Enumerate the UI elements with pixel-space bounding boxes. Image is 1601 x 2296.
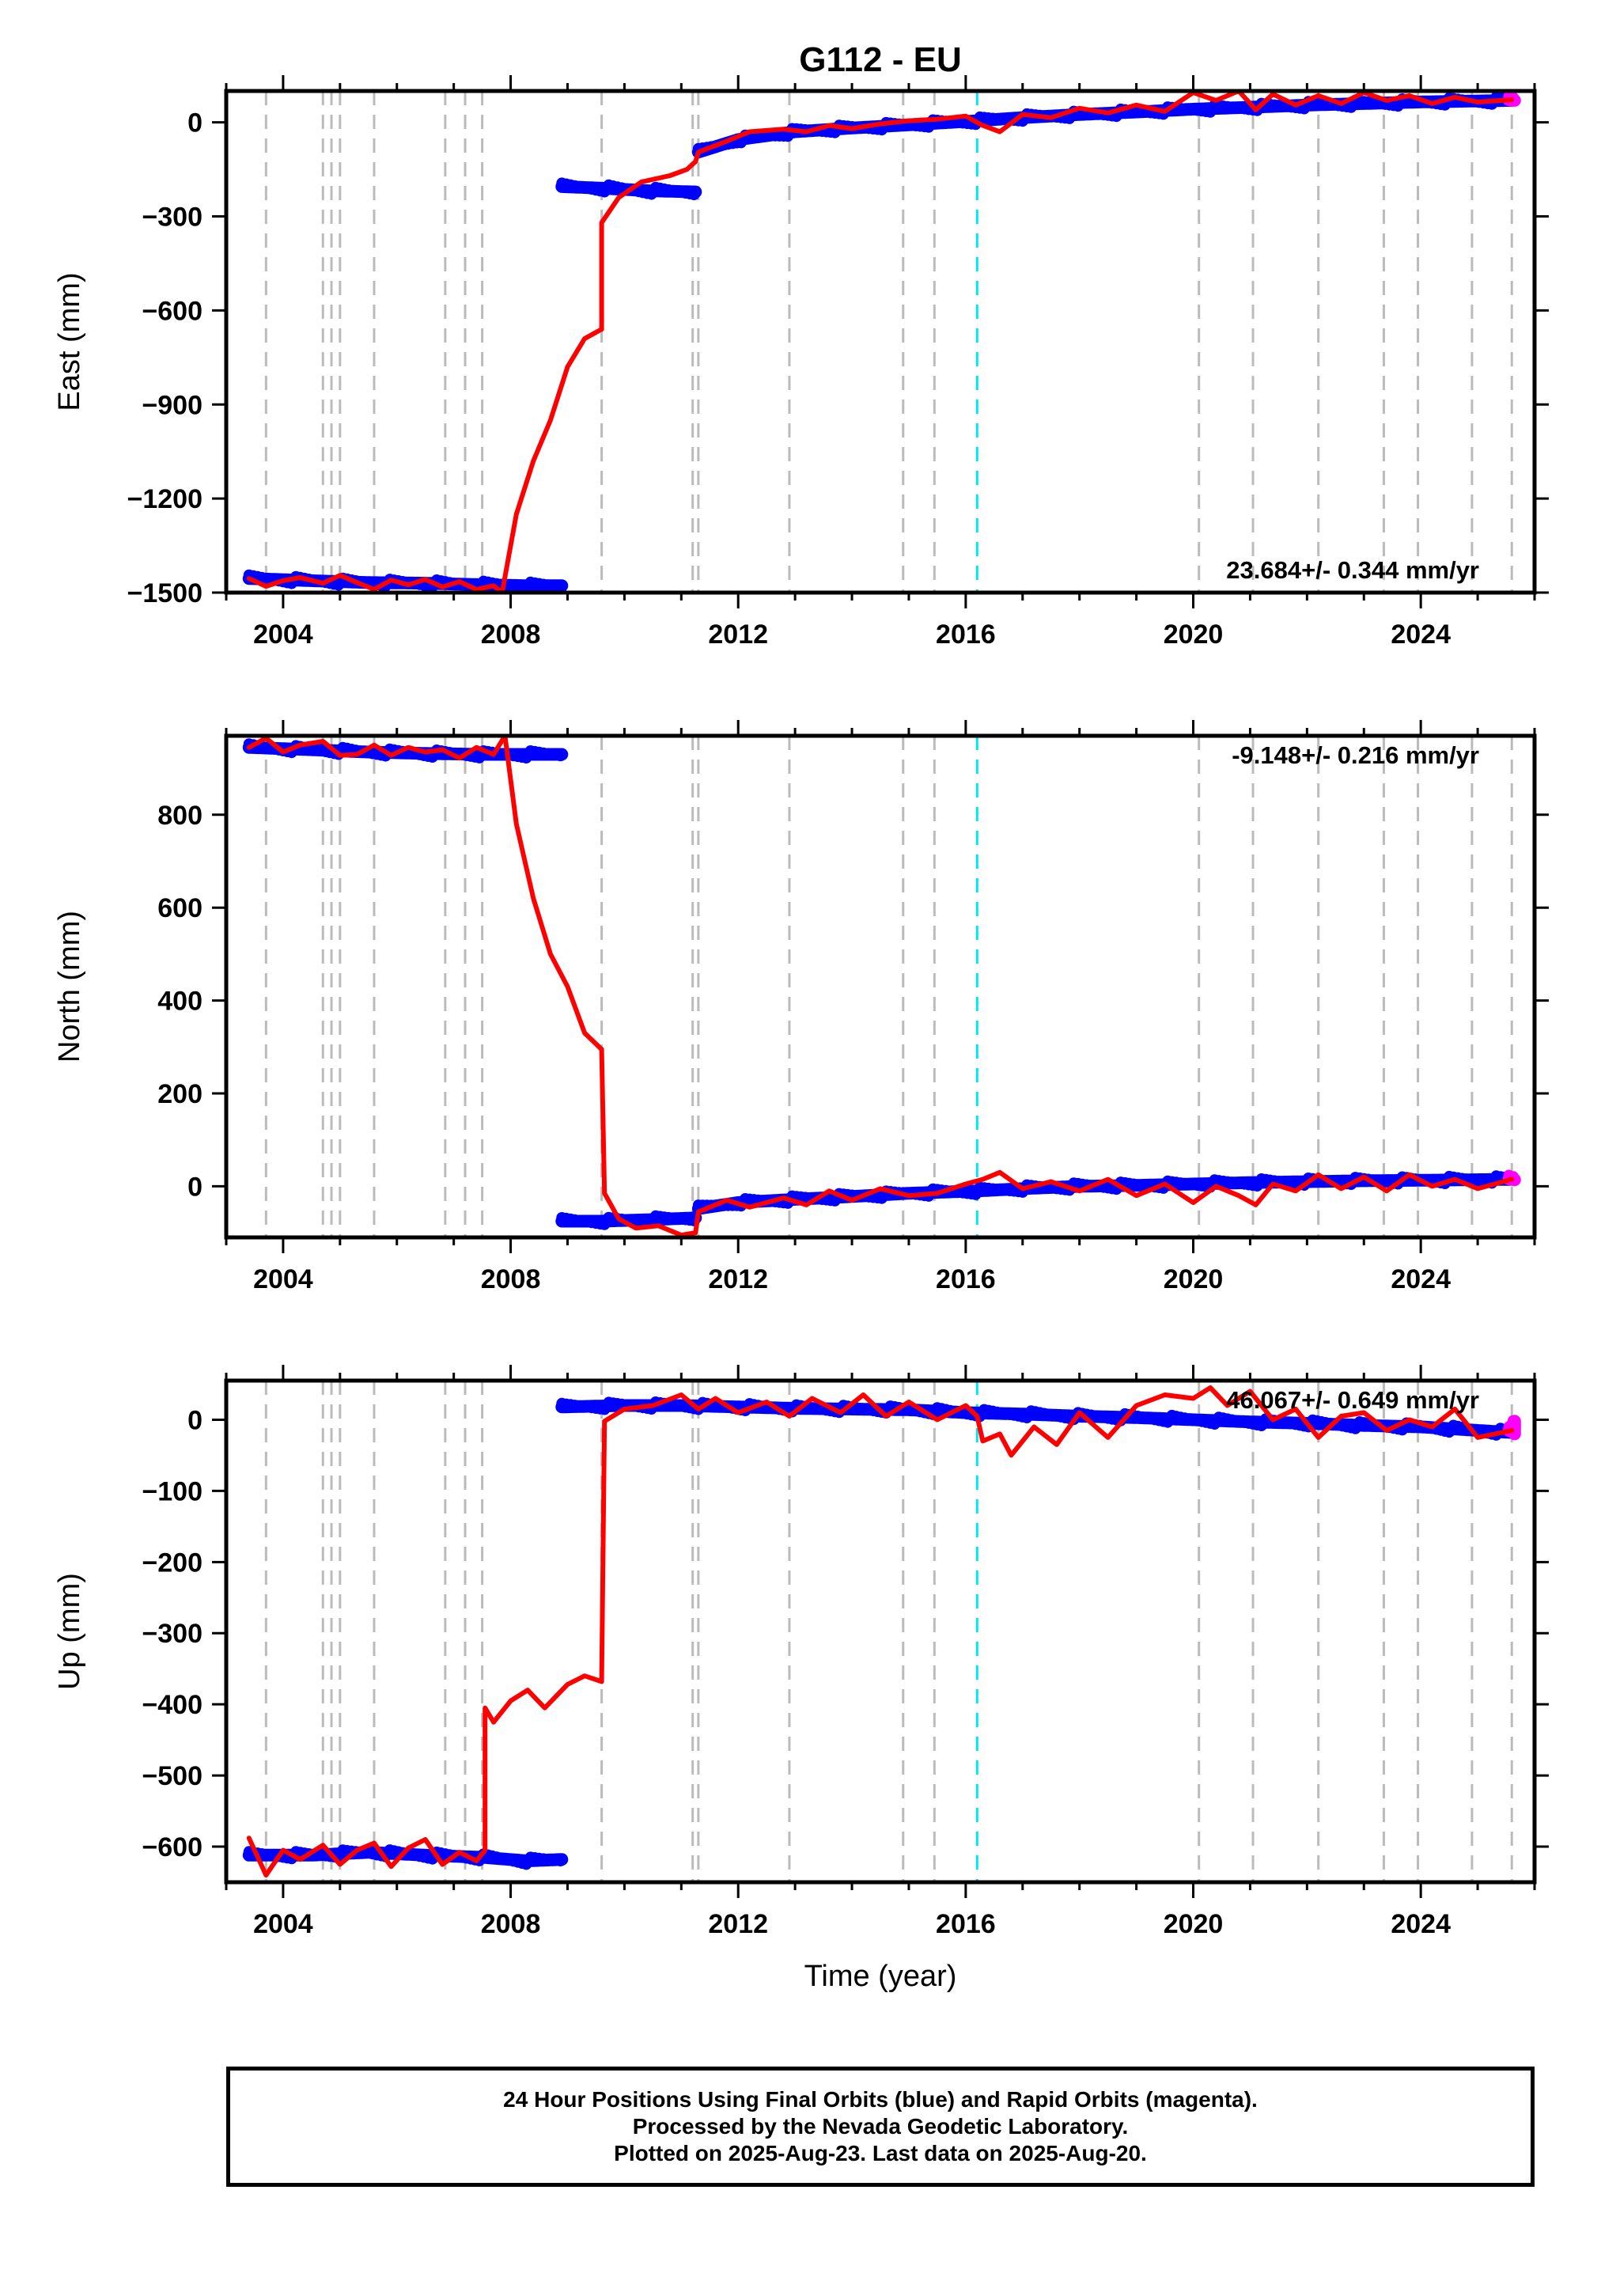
panel-1: 2004 2008 2012 2016 2020 2024 0 −300 −600 −900 −12… [53,75,1549,650]
model-line [246,1836,488,1877]
x-tick-label: 2020 [1164,1264,1224,1294]
y-tick-label: −1200 [127,484,203,514]
x-tick-label: 2024 [1391,619,1451,650]
x-tick-label: 2012 [708,1909,768,1939]
footer-line-3: Plotted on 2025-Aug-23. Last data on 202… [614,2141,1147,2165]
x-tick-label: 2020 [1164,619,1224,650]
data-point [554,1855,566,1867]
model-line [502,736,604,1052]
y-tick-label: −100 [142,1476,202,1506]
y-tick-label: −900 [142,390,202,420]
y-tick-label: 200 [157,1079,202,1109]
footer-line-1: 24 Hour Positions Using Final Orbits (bl… [503,2087,1258,2112]
x-tick-label: 2008 [481,1909,541,1939]
data-point [554,750,566,762]
y-axis-label: Up (mm) [53,1573,86,1690]
x-tick-label: 2004 [253,1909,313,1939]
panel-frame [224,733,1537,1240]
figure-title: G112 - EU [799,40,961,79]
plot-area [242,91,1521,593]
y-tick-label: 0 [187,108,202,138]
y-tick-label: −300 [142,203,202,233]
data-point [554,582,566,593]
footer-line-2: Processed by the Nevada Geodetic Laborat… [632,2114,1129,2139]
x-tick-label: 2016 [936,1264,996,1294]
y-tick-label: 0 [187,1172,202,1202]
plot-area [242,1385,1521,1877]
model-line [693,1169,1515,1236]
model-line [599,1385,1515,1684]
x-tick-label: 2024 [1391,1909,1451,1939]
x-tick-label: 2024 [1391,1264,1451,1294]
velocity-annotation: -9.148+/- 0.216 mm/yr [1232,741,1479,769]
x-tick-label: 2008 [481,1264,541,1294]
x-tick-label: 2004 [253,1264,313,1294]
data-point [1508,1415,1519,1426]
y-axis-label: North (mm) [53,911,86,1063]
x-tick-label: 2012 [708,619,768,650]
y-tick-label: −300 [142,1619,202,1649]
panels-group: 2004 2008 2012 2016 2020 2024 0 −300 −600 −900 −12… [53,75,1549,1939]
x-axis-label: Time (year) [804,1960,957,1993]
panel-frame [224,1378,1537,1885]
y-tick-label: 600 [157,893,202,923]
y-tick-label: −600 [142,296,202,326]
panel-2: 2004 2008 2012 2016 2020 2024 0 200 400 600 800 Nor… [53,720,1549,1294]
model-line [693,91,1515,165]
y-tick-label: −600 [142,1832,202,1862]
x-tick-label: 2008 [481,619,541,650]
x-tick-label: 2012 [708,1264,768,1294]
panel-3: 2004 2008 2012 2016 2020 2024 0 −100 −200 −300 −40… [53,1365,1549,1939]
y-tick-label: −400 [142,1690,202,1720]
y-tick-label: −1500 [127,578,203,608]
model-line [483,1673,604,1853]
x-tick-label: 2004 [253,619,313,650]
model-line [246,736,508,761]
x-tick-label: 2020 [1164,1909,1224,1939]
model-line [499,327,604,593]
x-tick-label: 2016 [936,1909,996,1939]
data-point [688,189,700,201]
y-tick-label: −200 [142,1548,202,1578]
y-tick-label: 800 [157,801,202,831]
y-tick-label: 400 [157,987,202,1017]
velocity-annotation: 23.684+/- 0.344 mm/yr [1226,556,1479,584]
x-tick-label: 2016 [936,619,996,650]
model-line [599,159,698,332]
y-tick-label: 0 [187,1405,202,1435]
model-line [599,1047,698,1237]
velocity-annotation: 46.067+/- 0.649 mm/yr [1226,1386,1479,1414]
y-tick-label: −500 [142,1761,202,1791]
y-axis-label: East (mm) [53,272,86,411]
footer-box: 24 Hour Positions Using Final Orbits (bl… [226,2067,1535,2187]
panel-frame [224,89,1537,595]
plot-area [242,736,1521,1237]
model-line [246,573,505,593]
